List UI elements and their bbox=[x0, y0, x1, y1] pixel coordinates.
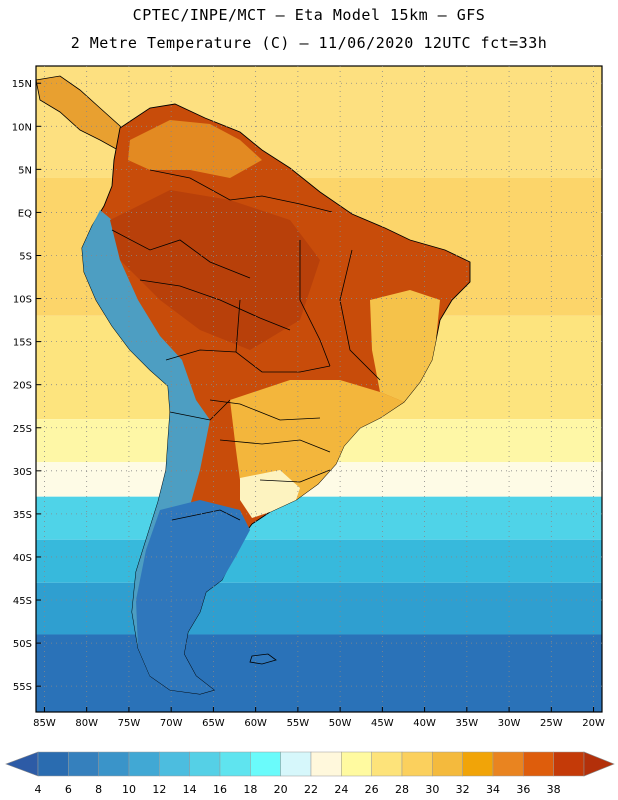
lon-tick-label: 75W bbox=[118, 718, 141, 729]
colorbar-label: 38 bbox=[547, 783, 561, 796]
colorbar-swatch bbox=[310, 751, 342, 777]
lat-tick-label: 15N bbox=[12, 79, 32, 90]
colorbar-swatch bbox=[492, 751, 524, 777]
lat-tick-label: 25S bbox=[13, 424, 32, 435]
colorbar-label: 8 bbox=[95, 783, 102, 796]
colorbar-swatch bbox=[98, 751, 130, 777]
lon-tick-label: 50W bbox=[329, 718, 352, 729]
lat-tick-label: 5S bbox=[19, 251, 32, 262]
colorbar-swatch bbox=[159, 751, 190, 777]
lon-tick-label: 55W bbox=[287, 718, 310, 729]
colorbar-swatch bbox=[128, 751, 160, 777]
temperature-colorbar: 4 6 8 10 12 14 16 18 20 22 24 26 28 30 32 34 36 38 bbox=[5, 751, 615, 796]
colorbar-label: 10 bbox=[122, 783, 136, 796]
colorbar-label: 4 bbox=[35, 783, 42, 796]
colorbar-label: 24 bbox=[334, 783, 348, 796]
colorbar-label: 32 bbox=[456, 783, 470, 796]
colorbar-label: 6 bbox=[65, 783, 72, 796]
lat-tick-label: EQ bbox=[18, 208, 32, 219]
colorbar-swatch bbox=[280, 751, 312, 777]
ocean-band-6 bbox=[36, 539, 602, 583]
colorbar-label: 18 bbox=[243, 783, 257, 796]
lon-tick-label: 25W bbox=[540, 718, 563, 729]
land-field bbox=[36, 75, 471, 695]
northeast-mild-zone bbox=[370, 290, 440, 402]
ocean-band-8 bbox=[36, 634, 602, 712]
colorbar-swatch bbox=[68, 751, 99, 777]
lat-tick-label: 50S bbox=[13, 639, 32, 650]
lat-tick-label: 35S bbox=[13, 510, 32, 521]
colorbar-swatch bbox=[553, 751, 585, 777]
andes-cool-band bbox=[82, 210, 210, 680]
lon-tick-label: 35W bbox=[456, 718, 479, 729]
colorbar-over-arrow bbox=[583, 751, 615, 777]
northern-warm-zone bbox=[128, 120, 262, 178]
colorbar-swatch bbox=[432, 751, 463, 777]
map-title: CPTEC/INPE/MCT – Eta Model 15km – GFS bbox=[132, 6, 486, 24]
lon-tick-label: 70W bbox=[160, 718, 183, 729]
colorbar-swatch bbox=[462, 751, 494, 777]
colorbar-label: 20 bbox=[274, 783, 288, 796]
falkland-islands bbox=[249, 653, 277, 665]
colorbar-swatch bbox=[37, 751, 69, 777]
country-borders bbox=[111, 169, 381, 521]
colorbar-swatch bbox=[401, 751, 433, 777]
lat-tick-label: 5N bbox=[18, 165, 32, 176]
colorbar-label: 12 bbox=[152, 783, 166, 796]
lon-tick-label: 80W bbox=[75, 718, 98, 729]
colorbar-swatch bbox=[341, 751, 372, 777]
lat-tick-label: 20S bbox=[13, 381, 32, 392]
ocean-band-7 bbox=[36, 582, 602, 635]
lon-tick-label: 30W bbox=[498, 718, 521, 729]
lon-tick-label: 60W bbox=[244, 718, 267, 729]
patagonia-cold bbox=[136, 500, 250, 694]
colorbar-label: 14 bbox=[183, 783, 197, 796]
amazon-hot-core bbox=[110, 190, 320, 350]
lon-tick-label: 20W bbox=[582, 718, 605, 729]
colorbar-swatch bbox=[523, 751, 554, 777]
colorbar-under-arrow bbox=[5, 751, 39, 777]
axis-ticks: 85W 80W 75W 70W 65W 60W 55W 50W 45W 40W 35W 30W 25W 2… bbox=[12, 79, 605, 729]
colorbar-label: 30 bbox=[425, 783, 439, 796]
lat-tick-label: 10N bbox=[12, 122, 32, 133]
colorbar-label: 28 bbox=[395, 783, 409, 796]
lon-tick-label: 45W bbox=[371, 718, 394, 729]
lon-tick-label: 40W bbox=[413, 718, 436, 729]
colorbar-swatch bbox=[250, 751, 281, 777]
lat-tick-label: 40S bbox=[13, 553, 32, 564]
lat-tick-label: 55S bbox=[13, 682, 32, 693]
lon-tick-label: 65W bbox=[202, 718, 225, 729]
map-frame bbox=[35, 65, 603, 713]
lat-tick-label: 10S bbox=[13, 295, 32, 306]
lon-tick-label: 85W bbox=[33, 718, 56, 729]
ocean-band-5 bbox=[36, 496, 602, 540]
colorbar-label: 16 bbox=[213, 783, 227, 796]
colorbar-swatch bbox=[371, 751, 403, 777]
lat-tick-label: 45S bbox=[13, 596, 32, 607]
pampa-mild-zone bbox=[240, 470, 300, 518]
lat-tick-label: 30S bbox=[13, 467, 32, 478]
lat-tick-label: 15S bbox=[13, 338, 32, 349]
map-subtitle: 2 Metre Temperature (C) – 11/06/2020 12U… bbox=[70, 34, 548, 52]
colorbar-label: 22 bbox=[304, 783, 318, 796]
colorbar-swatch bbox=[189, 751, 221, 777]
colorbar-label: 26 bbox=[365, 783, 379, 796]
colorbar-label: 36 bbox=[516, 783, 530, 796]
colorbar-label: 34 bbox=[486, 783, 500, 796]
colorbar-swatch bbox=[219, 751, 251, 777]
